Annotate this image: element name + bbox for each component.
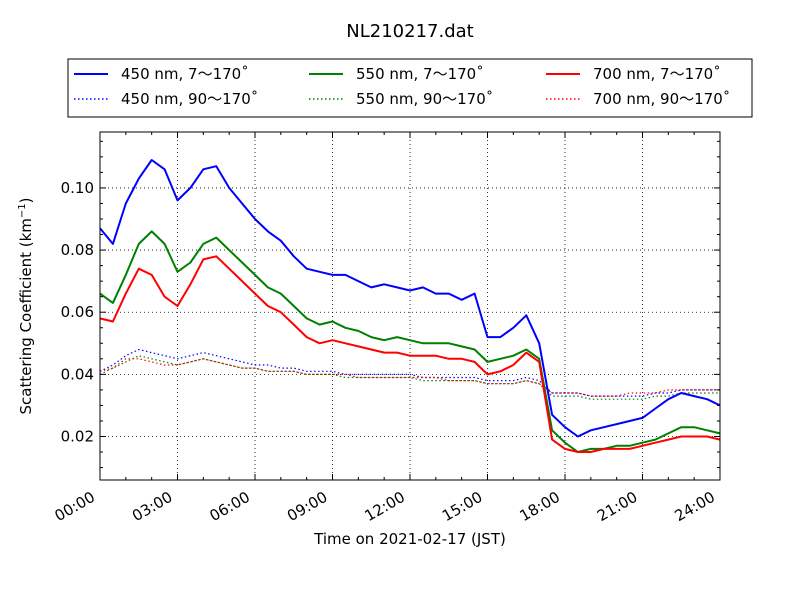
legend: 450 nm, 7～170˚ 450 nm, 90～170˚ 550 nm, 7～1… bbox=[67, 58, 753, 118]
series-line-450nm-solid bbox=[99, 159, 721, 438]
legend-box bbox=[67, 58, 753, 118]
y-tick-label: 0.10 bbox=[61, 179, 94, 197]
axis-ticks bbox=[99, 132, 721, 480]
series-line-450nm-dotted bbox=[99, 348, 720, 397]
legend-label: 550 nm, 7～170˚ bbox=[356, 65, 484, 83]
y-tick-labels: 0.02 0.04 0.06 0.08 0.10 bbox=[61, 179, 94, 446]
legend-entries: 450 nm, 7～170˚ 450 nm, 90～170˚ 550 nm, 7～1… bbox=[74, 65, 730, 108]
series-line-700nm-solid bbox=[99, 255, 721, 453]
y-tick-label: 0.02 bbox=[61, 428, 94, 446]
y-axis-label-close: ) bbox=[17, 197, 35, 203]
y-tick-label: 0.08 bbox=[61, 241, 94, 259]
series-line-700nm-dotted bbox=[99, 358, 720, 397]
legend-label: 450 nm, 7～170˚ bbox=[121, 65, 249, 83]
y-axis-label-superscript: −1 bbox=[17, 203, 28, 218]
y-tick-label: 0.04 bbox=[61, 365, 94, 383]
legend-label: 450 nm, 90～170˚ bbox=[121, 90, 258, 108]
y-axis-label: Scattering Coefficient (km−1) bbox=[17, 197, 35, 414]
legend-label: 700 nm, 7～170˚ bbox=[593, 65, 721, 83]
series-lines bbox=[99, 159, 721, 453]
y-tick-label: 0.06 bbox=[61, 303, 94, 321]
chart-title: NL210217.dat bbox=[346, 21, 473, 42]
grid-lines bbox=[100, 132, 720, 480]
legend-label: 700 nm, 90～170˚ bbox=[593, 90, 730, 108]
series-line-550nm-solid bbox=[99, 230, 721, 453]
y-axis-label-main: Scattering Coefficient (km bbox=[17, 218, 35, 414]
x-axis-label: Time on 2021-02-17 (JST) bbox=[313, 530, 506, 548]
legend-label: 550 nm, 90～170˚ bbox=[356, 90, 493, 108]
